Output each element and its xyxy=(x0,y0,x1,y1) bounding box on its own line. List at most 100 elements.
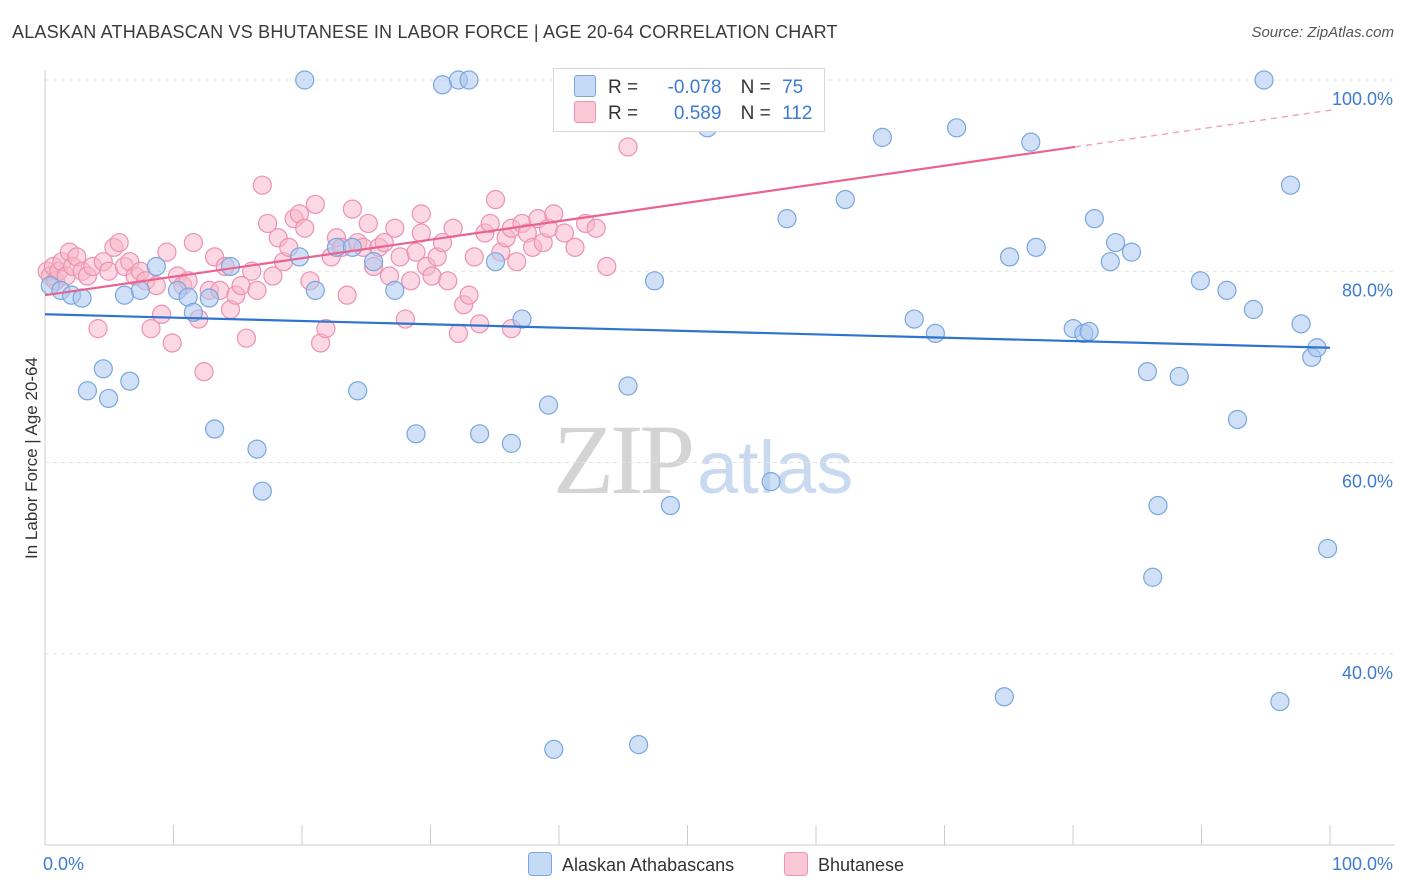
y-axis-label: In Labor Force | Age 20-64 xyxy=(22,357,41,559)
x-tick-label-0: 0.0% xyxy=(43,854,84,874)
point-series1-31 xyxy=(470,424,490,444)
point-series2-88 xyxy=(485,189,506,210)
legend-row-series2: R = 0.589 N = 112 xyxy=(574,101,812,127)
legend-r-label-1: R = xyxy=(608,77,639,98)
point-series2-104 xyxy=(597,256,617,277)
point-series2-17 xyxy=(109,232,129,253)
axes xyxy=(44,70,1395,846)
point-series2-54 xyxy=(305,194,325,214)
point-series2-84 xyxy=(464,247,484,267)
point-series2-61 xyxy=(342,199,362,219)
series-legend-label-2: Bhutanese xyxy=(818,855,905,875)
point-series1-37 xyxy=(644,271,665,291)
point-series2-52 xyxy=(295,218,315,238)
y-tick-label-0: 100.0% xyxy=(1332,89,1393,109)
point-series1-49 xyxy=(1026,237,1046,257)
point-series2-41 xyxy=(236,328,256,348)
point-series2-64 xyxy=(358,213,378,234)
x-tick-label-1: 100.0% xyxy=(1332,854,1393,874)
point-series1-52 xyxy=(1079,321,1099,342)
point-series1-48 xyxy=(1021,132,1041,152)
point-series1-26 xyxy=(385,280,405,300)
point-series2-100 xyxy=(554,223,575,243)
legend-swatch-series2 xyxy=(574,101,596,123)
point-series1-55 xyxy=(1105,232,1126,253)
point-series1-30 xyxy=(459,70,479,90)
point-series2-25 xyxy=(152,304,172,324)
point-series1-69 xyxy=(1148,495,1168,516)
point-series2-111 xyxy=(411,204,431,224)
point-series1-38 xyxy=(660,495,681,516)
legend-n-label-2: N = xyxy=(740,103,771,124)
point-series1-45 xyxy=(925,323,946,344)
point-series1-41 xyxy=(777,209,797,229)
point-series1-70 xyxy=(994,687,1014,707)
legend-r-value-2: 0.589 xyxy=(673,103,722,124)
point-series1-27 xyxy=(406,424,426,444)
point-series2-33 xyxy=(194,362,214,382)
trend-lines xyxy=(44,109,1333,349)
point-series2-44 xyxy=(252,175,272,195)
point-series2-103 xyxy=(586,218,606,238)
point-series1-21 xyxy=(305,280,325,300)
stats-legend: R = -0.078 N = 75 R = 0.589 N = 112 xyxy=(553,68,825,132)
point-series1-24 xyxy=(348,381,368,401)
point-series1-74 xyxy=(1317,538,1338,559)
point-series1-34 xyxy=(512,309,532,329)
point-series1-35 xyxy=(538,395,559,415)
point-series2-79 xyxy=(438,271,458,291)
trend-line-series2 xyxy=(44,145,1076,297)
point-series1-57 xyxy=(1137,362,1158,382)
point-series1-47 xyxy=(999,247,1020,267)
point-series1-66 xyxy=(1280,175,1301,195)
point-series2-46 xyxy=(263,266,283,286)
grid-lines xyxy=(45,79,1395,655)
point-series2-15 xyxy=(98,261,119,281)
point-series2-87 xyxy=(480,213,500,234)
point-series2-72 xyxy=(401,271,421,291)
point-series1-15 xyxy=(205,419,225,439)
series-legend-item-1: Alaskan Athabascans xyxy=(528,852,734,876)
legend-n-value-2: 112 xyxy=(782,103,813,124)
chart-title: ALASKAN ATHABASCAN VS BHUTANESE IN LABOR… xyxy=(12,22,838,42)
series-legend-swatch-2 xyxy=(784,852,808,876)
point-series1-60 xyxy=(1190,271,1211,291)
legend-swatch-series1 xyxy=(574,75,596,97)
point-series1-59 xyxy=(1169,366,1189,387)
source-label: Source: ZipAtlas.com xyxy=(1251,24,1394,41)
point-series1-65 xyxy=(1270,691,1290,712)
point-series1-44 xyxy=(904,309,924,329)
point-series2-31 xyxy=(183,232,203,253)
tick-labels: 100.0% 80.0% 60.0% 40.0% 0.0% 100.0% xyxy=(43,89,1393,874)
point-series1-10 xyxy=(146,256,166,277)
point-series1-20 xyxy=(295,70,315,90)
point-series2-71 xyxy=(395,309,415,329)
point-series1-63 xyxy=(1243,299,1264,320)
series-legend: Alaskan Athabascans Bhutanese xyxy=(0,852,1406,878)
point-series2-23 xyxy=(141,319,161,339)
y-tick-label-3: 40.0% xyxy=(1342,663,1393,683)
point-series1-56 xyxy=(1121,242,1142,262)
point-series2-92 xyxy=(507,252,527,272)
legend-n-label-1: N = xyxy=(740,77,771,98)
legend-row-series1: R = -0.078 N = 75 xyxy=(574,75,803,101)
point-series2-43 xyxy=(247,280,267,300)
point-series1-28 xyxy=(432,75,453,95)
point-series1-72 xyxy=(628,734,649,755)
y-tick-label-2: 60.0% xyxy=(1342,472,1393,492)
series-legend-swatch-1 xyxy=(528,852,552,876)
legend-n-value-1: 75 xyxy=(782,77,804,98)
series-legend-label-1: Alaskan Athabascans xyxy=(562,855,735,875)
legend-r-label-2: R = xyxy=(608,103,639,124)
point-series1-4 xyxy=(77,381,98,401)
point-series1-58 xyxy=(1143,567,1163,587)
point-series2-45 xyxy=(258,213,278,234)
point-series1-53 xyxy=(1084,209,1105,229)
data-points xyxy=(37,70,1338,759)
point-series2-101 xyxy=(565,237,585,257)
trend-line-series1 xyxy=(44,313,1331,349)
point-series2-70 xyxy=(390,247,410,267)
point-series2-73 xyxy=(406,242,426,262)
point-series1-71 xyxy=(544,739,564,759)
point-series2-26 xyxy=(157,242,177,262)
